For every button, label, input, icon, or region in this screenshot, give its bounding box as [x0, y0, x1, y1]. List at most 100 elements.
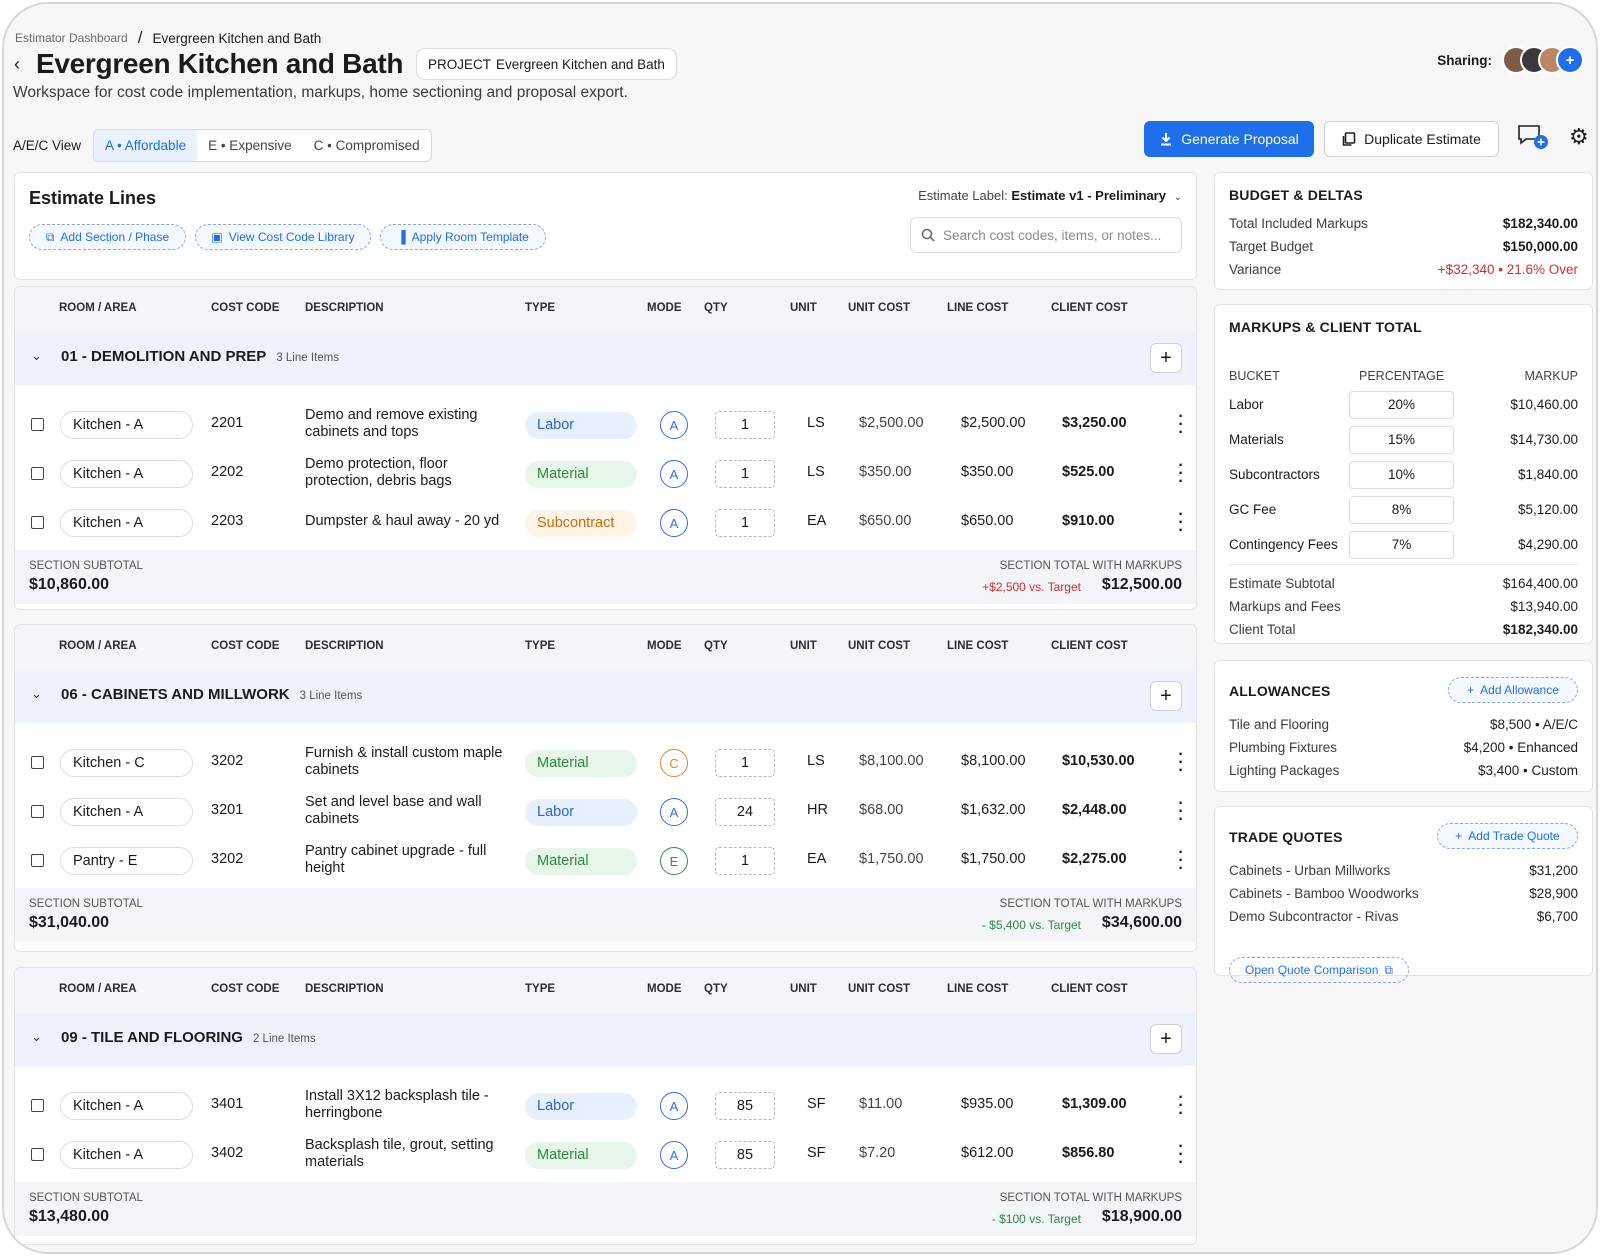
row-checkbox[interactable] — [31, 467, 44, 480]
room-chip[interactable]: Kitchen - A — [60, 1141, 193, 1169]
gear-icon[interactable]: ⚙ — [1569, 124, 1589, 149]
mode-badge[interactable]: A — [660, 411, 688, 439]
aec-option-expensive[interactable]: E • Expensive — [208, 138, 292, 153]
generate-proposal-button[interactable]: Generate Proposal — [1144, 121, 1314, 157]
type-pill[interactable]: Labor — [525, 1093, 637, 1120]
more-vertical-icon[interactable]: · · · — [1178, 746, 1184, 779]
column-header[interactable]: LINE COST — [947, 983, 1009, 995]
type-pill[interactable]: Material — [525, 461, 637, 488]
aec-option-compromised[interactable]: C • Compromised — [313, 138, 420, 153]
add-line-button[interactable]: + — [1150, 1024, 1182, 1054]
collapse-chevron-icon[interactable]: ⌄ — [31, 1029, 42, 1044]
column-header[interactable]: UNIT — [790, 983, 817, 995]
type-pill[interactable]: Material — [525, 848, 637, 875]
column-header[interactable]: TYPE — [525, 983, 556, 995]
room-chip[interactable]: Kitchen - C — [60, 749, 193, 777]
row-checkbox[interactable] — [31, 1148, 44, 1161]
type-pill[interactable]: Labor — [525, 412, 637, 439]
collapse-chevron-icon[interactable]: ⌄ — [31, 348, 42, 363]
column-header[interactable]: QTY — [704, 983, 728, 995]
column-header[interactable]: ROOM / AREA — [59, 640, 137, 652]
row-checkbox[interactable] — [31, 805, 44, 818]
column-header[interactable]: TYPE — [525, 640, 556, 652]
duplicate-estimate-button[interactable]: Duplicate Estimate — [1324, 121, 1499, 157]
type-pill[interactable]: Subcontract — [525, 510, 637, 537]
qty-input[interactable]: 1 — [715, 509, 775, 537]
view-cost-code-library-button[interactable]: ▣ View Cost Code Library — [195, 224, 371, 250]
aec-option-affordable[interactable]: A • Affordable — [94, 130, 198, 161]
add-section-button[interactable]: ⧉ Add Section / Phase — [29, 224, 186, 250]
column-header[interactable]: UNIT COST — [848, 302, 910, 314]
percentage-input[interactable]: 7% — [1349, 531, 1454, 559]
add-allowance-button[interactable]: + Add Allowance — [1448, 677, 1578, 703]
column-header[interactable]: COST CODE — [211, 302, 280, 314]
room-chip[interactable]: Kitchen - A — [60, 798, 193, 826]
more-vertical-icon[interactable]: · · · — [1178, 1089, 1184, 1122]
breadcrumb-parent[interactable]: Estimator Dashboard — [15, 31, 128, 45]
column-header[interactable]: LINE COST — [947, 302, 1009, 314]
estimate-label-dropdown[interactable]: Estimate Label: Estimate v1 - Preliminar… — [918, 188, 1182, 203]
column-header[interactable]: DESCRIPTION — [305, 983, 384, 995]
more-vertical-icon[interactable]: · · · — [1178, 506, 1184, 539]
qty-input[interactable]: 1 — [715, 411, 775, 439]
comments-icon[interactable] — [1517, 124, 1549, 156]
mode-badge[interactable]: A — [660, 460, 688, 488]
column-header[interactable]: MODE — [647, 983, 682, 995]
room-chip[interactable]: Pantry - E — [60, 847, 193, 875]
more-vertical-icon[interactable]: · · · — [1178, 795, 1184, 828]
type-pill[interactable]: Material — [525, 1142, 637, 1169]
qty-input[interactable]: 24 — [715, 798, 775, 826]
mode-badge[interactable]: C — [660, 749, 688, 777]
row-checkbox[interactable] — [31, 1099, 44, 1112]
column-header[interactable]: MODE — [647, 302, 682, 314]
mode-badge[interactable]: A — [660, 798, 688, 826]
mode-badge[interactable]: E — [660, 847, 688, 875]
room-chip[interactable]: Kitchen - A — [60, 411, 193, 439]
search-input[interactable]: Search cost codes, items, or notes... — [910, 217, 1182, 253]
type-pill[interactable]: Material — [525, 750, 637, 777]
more-vertical-icon[interactable]: · · · — [1178, 1138, 1184, 1171]
room-chip[interactable]: Kitchen - A — [60, 509, 193, 537]
percentage-input[interactable]: 15% — [1349, 426, 1454, 454]
column-header[interactable]: MODE — [647, 640, 682, 652]
type-pill[interactable]: Labor — [525, 799, 637, 826]
column-header[interactable]: ROOM / AREA — [59, 302, 137, 314]
column-header[interactable]: COST CODE — [211, 983, 280, 995]
row-checkbox[interactable] — [31, 854, 44, 867]
column-header[interactable]: LINE COST — [947, 640, 1009, 652]
open-quote-comparison-button[interactable]: Open Quote Comparison ⧉ — [1229, 957, 1409, 983]
column-header[interactable]: QTY — [704, 302, 728, 314]
back-arrow-icon[interactable]: ‹ — [14, 54, 20, 74]
qty-input[interactable]: 1 — [715, 460, 775, 488]
row-checkbox[interactable] — [31, 756, 44, 769]
percentage-input[interactable]: 10% — [1349, 461, 1454, 489]
qty-input[interactable]: 85 — [715, 1141, 775, 1169]
mode-badge[interactable]: A — [660, 1141, 688, 1169]
mode-badge[interactable]: A — [660, 509, 688, 537]
column-header[interactable]: CLIENT COST — [1051, 983, 1128, 995]
column-header[interactable]: QTY — [704, 640, 728, 652]
column-header[interactable]: CLIENT COST — [1051, 302, 1128, 314]
add-share-button[interactable]: + — [1556, 46, 1584, 74]
more-vertical-icon[interactable]: · · · — [1178, 844, 1184, 877]
column-header[interactable]: COST CODE — [211, 640, 280, 652]
row-checkbox[interactable] — [31, 418, 44, 431]
row-checkbox[interactable] — [31, 516, 44, 529]
column-header[interactable]: DESCRIPTION — [305, 302, 384, 314]
collapse-chevron-icon[interactable]: ⌄ — [31, 686, 42, 701]
qty-input[interactable]: 1 — [715, 847, 775, 875]
add-line-button[interactable]: + — [1150, 681, 1182, 711]
room-chip[interactable]: Kitchen - A — [60, 1092, 193, 1120]
column-header[interactable]: UNIT COST — [848, 983, 910, 995]
column-header[interactable]: TYPE — [525, 302, 556, 314]
mode-badge[interactable]: A — [660, 1092, 688, 1120]
column-header[interactable]: DESCRIPTION — [305, 640, 384, 652]
qty-input[interactable]: 1 — [715, 749, 775, 777]
qty-input[interactable]: 85 — [715, 1092, 775, 1120]
project-chip[interactable]: PROJECT Evergreen Kitchen and Bath — [416, 48, 677, 80]
more-vertical-icon[interactable]: · · · — [1178, 408, 1184, 441]
column-header[interactable]: UNIT COST — [848, 640, 910, 652]
room-chip[interactable]: Kitchen - A — [60, 460, 193, 488]
column-header[interactable]: UNIT — [790, 302, 817, 314]
percentage-input[interactable]: 20% — [1349, 391, 1454, 419]
